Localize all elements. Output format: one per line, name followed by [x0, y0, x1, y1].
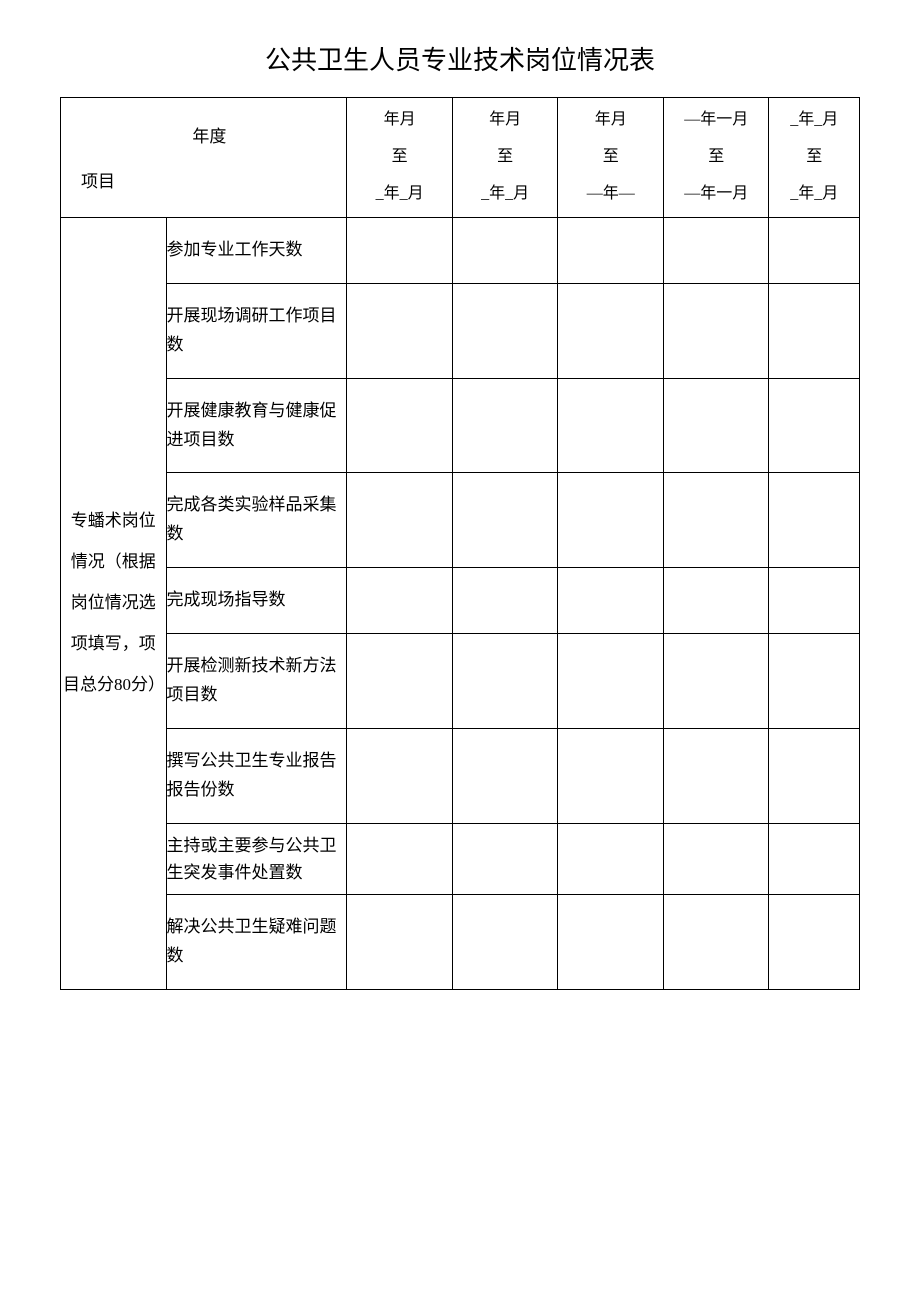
period-header-2: 年月 至 —年—	[558, 98, 664, 218]
data-cell	[769, 568, 860, 634]
period-line: _年_月	[790, 111, 838, 128]
row-label: 开展检测新技术新方法项目数	[166, 634, 347, 729]
data-cell	[452, 283, 558, 378]
data-cell	[663, 473, 769, 568]
data-cell	[452, 895, 558, 990]
data-cell	[347, 218, 453, 284]
period-line: _年_月	[481, 185, 529, 202]
data-cell	[663, 634, 769, 729]
table-row: 主持或主要参与公共卫生突发事件处置数	[61, 823, 860, 894]
data-cell	[347, 823, 453, 894]
data-cell	[347, 895, 453, 990]
data-cell	[663, 895, 769, 990]
period-line: 至	[806, 148, 822, 165]
period-header-3: —年一月 至 —年一月	[663, 98, 769, 218]
row-label: 撰写公共卫生专业报告报告份数	[166, 728, 347, 823]
table-row: 完成各类实验样品采集数	[61, 473, 860, 568]
data-cell	[347, 283, 453, 378]
period-header-1: 年月 至 _年_月	[452, 98, 558, 218]
xiangmu-label: 项目	[81, 168, 115, 197]
data-cell	[663, 823, 769, 894]
period-line: 至	[497, 148, 513, 165]
data-cell	[558, 728, 664, 823]
row-label: 开展现场调研工作项目数	[166, 283, 347, 378]
period-header-4: _年_月 至 _年_月	[769, 98, 860, 218]
data-cell	[769, 378, 860, 473]
data-cell	[558, 283, 664, 378]
table-row: 解决公共卫生疑难问题数	[61, 895, 860, 990]
period-line: 年月	[489, 111, 521, 128]
table-row: 完成现场指导数	[61, 568, 860, 634]
data-cell	[558, 473, 664, 568]
data-cell	[663, 378, 769, 473]
table-header-row: 年度 项目 年月 至 _年_月 年月 至 _年_月 年月 至 —年— —年一月 …	[61, 98, 860, 218]
period-line: 至	[708, 148, 724, 165]
data-cell	[769, 823, 860, 894]
data-cell	[769, 218, 860, 284]
data-cell	[558, 568, 664, 634]
situation-table: 年度 项目 年月 至 _年_月 年月 至 _年_月 年月 至 —年— —年一月 …	[60, 97, 860, 990]
data-cell	[769, 473, 860, 568]
data-cell	[558, 378, 664, 473]
row-label: 主持或主要参与公共卫生突发事件处置数	[166, 823, 347, 894]
data-cell	[769, 634, 860, 729]
data-cell	[452, 634, 558, 729]
table-row: 开展现场调研工作项目数	[61, 283, 860, 378]
page-title: 公共卫生人员专业技术岗位情况表	[60, 40, 860, 77]
data-cell	[558, 823, 664, 894]
data-cell	[347, 634, 453, 729]
category-cell: 专蟠术岗位情况（根据岗位情况选项填写，项目总分80分）	[61, 218, 167, 990]
data-cell	[558, 218, 664, 284]
data-cell	[452, 378, 558, 473]
period-line: —年一月	[684, 185, 748, 202]
period-line: —年—	[587, 185, 635, 202]
data-cell	[452, 218, 558, 284]
data-cell	[663, 218, 769, 284]
row-label: 解决公共卫生疑难问题数	[166, 895, 347, 990]
data-cell	[452, 823, 558, 894]
data-cell	[663, 283, 769, 378]
period-header-0: 年月 至 _年_月	[347, 98, 453, 218]
table-row: 开展检测新技术新方法项目数	[61, 634, 860, 729]
period-line: 年月	[384, 111, 416, 128]
period-line: _年_月	[376, 185, 424, 202]
niandu-label: 年度	[192, 123, 226, 152]
period-line: 至	[392, 148, 408, 165]
data-cell	[452, 728, 558, 823]
data-cell	[769, 728, 860, 823]
data-cell	[558, 895, 664, 990]
period-line: —年一月	[684, 111, 748, 128]
data-cell	[663, 568, 769, 634]
period-line: 年月	[595, 111, 627, 128]
table-row: 专蟠术岗位情况（根据岗位情况选项填写，项目总分80分） 参加专业工作天数	[61, 218, 860, 284]
header-left-cell: 年度 项目	[61, 98, 347, 218]
data-cell	[347, 473, 453, 568]
data-cell	[347, 568, 453, 634]
row-label: 完成现场指导数	[166, 568, 347, 634]
period-line: _年_月	[790, 185, 838, 202]
data-cell	[558, 634, 664, 729]
data-cell	[452, 568, 558, 634]
row-label: 开展健康教育与健康促进项目数	[166, 378, 347, 473]
data-cell	[663, 728, 769, 823]
data-cell	[452, 473, 558, 568]
data-cell	[347, 378, 453, 473]
data-cell	[769, 895, 860, 990]
data-cell	[769, 283, 860, 378]
row-label: 参加专业工作天数	[166, 218, 347, 284]
row-label: 完成各类实验样品采集数	[166, 473, 347, 568]
period-line: 至	[603, 148, 619, 165]
data-cell	[347, 728, 453, 823]
table-row: 开展健康教育与健康促进项目数	[61, 378, 860, 473]
table-row: 撰写公共卫生专业报告报告份数	[61, 728, 860, 823]
